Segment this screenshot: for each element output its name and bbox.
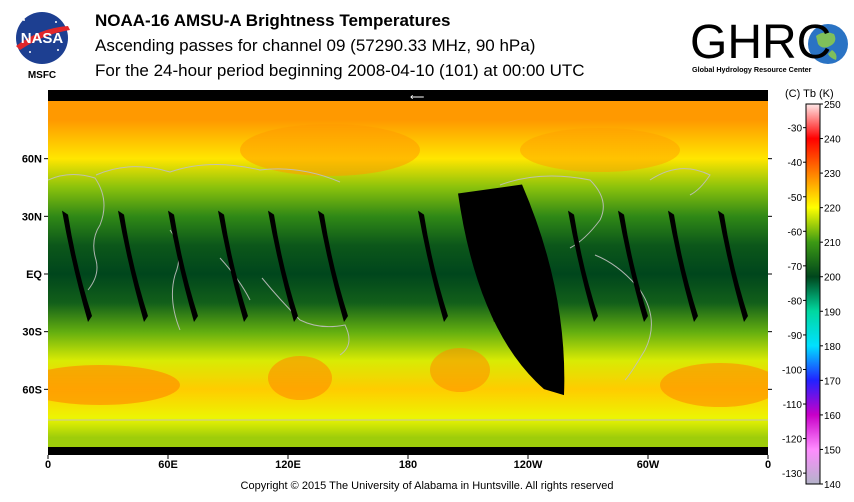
colorbar-kelvin-label: 230 [824,169,841,180]
orbit-gap [318,210,348,323]
colorbar-celsius-label: -50 [788,193,803,204]
warm-patch [430,348,490,392]
orbit-gap [418,210,448,323]
y-tick-label: 60S [22,384,42,396]
colorbar-celsius-label: -130 [782,469,802,480]
colorbar-celsius-label: -120 [782,435,802,446]
colorbar-celsius-label: -70 [788,262,803,273]
missing-swath [458,184,565,396]
orbit-gap [268,210,298,323]
orbit-gap [618,210,648,323]
colorbar-celsius-label: -30 [788,124,803,135]
y-tick-label: EQ [26,269,42,281]
warm-patch [660,363,768,407]
colorbar-celsius-label: -100 [782,365,802,376]
colorbar-kelvin-label: 200 [824,273,841,284]
y-tick-label: 60N [22,154,42,166]
colorbar-celsius-label: -110 [783,400,803,411]
colorbar-celsius-label: -40 [788,158,803,169]
x-tick-label: 0 [45,459,51,471]
chart-subtitle: Ascending passes for channel 09 (57290.3… [95,36,536,55]
x-tick-label: 120E [275,459,301,471]
orbit-gap [218,210,248,323]
ghrc-logo: GHRC Global Hydrology Resource Center [690,16,848,74]
y-tick-label: 30S [22,327,42,339]
colorbar-kelvin-label: 190 [824,307,841,318]
map-bottom-border [48,447,768,455]
warm-patch [520,128,680,172]
colorbar-kelvin-label: 250 [824,100,841,111]
colorbar-kelvin-label: 240 [824,135,841,146]
map-top-border [48,90,768,101]
y-tick-label: 30N [22,211,42,223]
colorbar-celsius-ticks: -30 -40 -50 -60 -70 -80 -90 -100 -110 -120 -130 [782,124,806,480]
nasa-wordmark: NASA [21,30,64,47]
colorbar-units: (C) Tb (K) [785,88,834,100]
orbit-gap [718,210,748,323]
colorbar-kelvin-label: 140 [824,480,841,491]
colorbar-kelvin-label: 150 [824,445,841,456]
chart-period: For the 24-hour period beginning 2008-04… [95,61,585,80]
orbit-gap [668,210,698,323]
colorbar-celsius-label: -80 [788,296,803,307]
x-tick-label: 0 [765,459,771,471]
orbit-gap [568,210,598,323]
ghrc-wordmark: GHRC [690,16,831,69]
y-axis: 60N 30N EQ 30S 60S [22,154,772,396]
colorbar-celsius-label: -60 [788,227,803,238]
nasa-caption: MSFC [28,70,56,81]
colorbar-kelvin-label: 210 [824,238,841,249]
x-tick-label: 60W [637,459,660,471]
colorbar-kelvin-label: 180 [824,342,841,353]
orbit-gap [118,210,148,323]
coastlines [48,164,768,421]
x-tick-label: 120W [514,459,543,471]
x-axis: 0 60E 120E 180 120W 60W 0 [45,455,771,471]
x-tick-label: 180 [399,459,417,471]
colorbar-kelvin-ticks: 250 240 230 220 210 200 190 180 170 160 150 140 [820,100,841,491]
colorbar [805,103,821,485]
orbit-gap [62,210,92,323]
colorbar-kelvin-label: 160 [824,411,841,422]
orbit-gap [168,210,198,323]
colorbar-kelvin-label: 170 [824,376,841,387]
warm-patch [268,356,332,400]
chart-title: NOAA-16 AMSU-A Brightness Temperatures [95,11,451,30]
warm-patch [48,365,180,405]
x-tick-label: 60E [158,459,178,471]
ghrc-caption: Global Hydrology Resource Center [692,65,812,74]
copyright: Copyright © 2015 The University of Alaba… [240,480,614,492]
warm-patch [240,124,420,176]
arrow-icon: ⟵ [410,92,424,103]
colorbar-kelvin-label: 220 [824,204,841,215]
colorbar-celsius-label: -90 [788,331,803,342]
nasa-logo: NASA MSFC [16,12,70,81]
